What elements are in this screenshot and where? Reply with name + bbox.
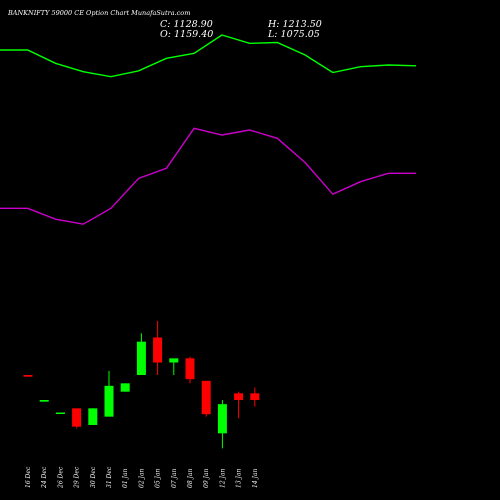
- candle-body: [169, 358, 179, 363]
- x-tick-label: 09 Jan: [203, 468, 210, 488]
- candle-16-dec: [23, 375, 33, 377]
- candle-body: [250, 393, 260, 400]
- candle-body: [185, 358, 195, 380]
- candle-01-jan: [120, 383, 130, 392]
- candle-body: [23, 375, 33, 377]
- x-tick-label: 31 Dec: [106, 466, 113, 488]
- candle-body: [234, 393, 244, 400]
- x-tick-label: 08 Jan: [187, 468, 194, 488]
- candle-13-jan: [234, 391, 244, 419]
- x-tick-label: 01 Jan: [122, 468, 129, 488]
- x-tick-label: 26 Dec: [57, 466, 64, 489]
- x-tick-label: 30 Dec: [90, 466, 97, 488]
- x-tick-label: 07 Jan: [171, 468, 178, 488]
- x-tick-label: 24 Dec: [41, 466, 48, 489]
- open-value: O: 1159.40: [160, 29, 213, 40]
- x-axis: 16 Dec 24 Dec 26 Dec 29 Dec 30 Dec 31 Dec 01 J…: [25, 466, 259, 489]
- candle-12-jan: [217, 400, 227, 449]
- candle-body: [39, 400, 49, 402]
- x-tick-label: 29 Dec: [74, 466, 81, 489]
- candle-body: [72, 408, 82, 427]
- candle-29-dec: [72, 408, 82, 429]
- middle-band-line: [0, 127, 416, 225]
- close-value: C: 1128.90: [160, 19, 213, 30]
- candle-30-dec: [88, 408, 98, 425]
- candle-body: [120, 383, 130, 392]
- candlestick-series: [23, 320, 260, 449]
- x-tick-label: 13 Jan: [236, 468, 243, 488]
- x-tick-label: 16 Dec: [25, 466, 32, 488]
- candle-02-jan: [136, 333, 146, 375]
- chart-title: BANKNIFTY 59000 CE Option Chart MunafaSu…: [7, 9, 190, 17]
- candle-body: [88, 408, 98, 425]
- x-tick-label: 14 Jan: [252, 468, 259, 488]
- x-tick-label: 02 Jan: [138, 468, 145, 488]
- candle-07-jan: [169, 358, 179, 375]
- candle-body: [201, 380, 211, 415]
- candle-body: [104, 385, 114, 417]
- upper-band-line: [0, 34, 417, 78]
- x-tick-label: 12 Jan: [219, 468, 226, 488]
- x-tick-label: 05 Jan: [155, 468, 162, 488]
- candle-body: [136, 341, 146, 375]
- candle-08-jan: [185, 356, 195, 384]
- candle-body: [55, 412, 65, 414]
- candle-body: [153, 337, 163, 363]
- high-value: H: 1213.50: [267, 19, 322, 30]
- candle-body: [217, 404, 227, 434]
- candle-24-dec: [39, 400, 49, 402]
- candle-14-jan: [250, 387, 260, 407]
- candle-05-jan: [153, 320, 163, 375]
- indicator-bands: [0, 34, 417, 225]
- candle-26-dec: [55, 412, 65, 414]
- candle-31-dec: [104, 370, 114, 417]
- low-value: L: 1075.05: [267, 29, 320, 40]
- candle-09-jan: [201, 380, 211, 417]
